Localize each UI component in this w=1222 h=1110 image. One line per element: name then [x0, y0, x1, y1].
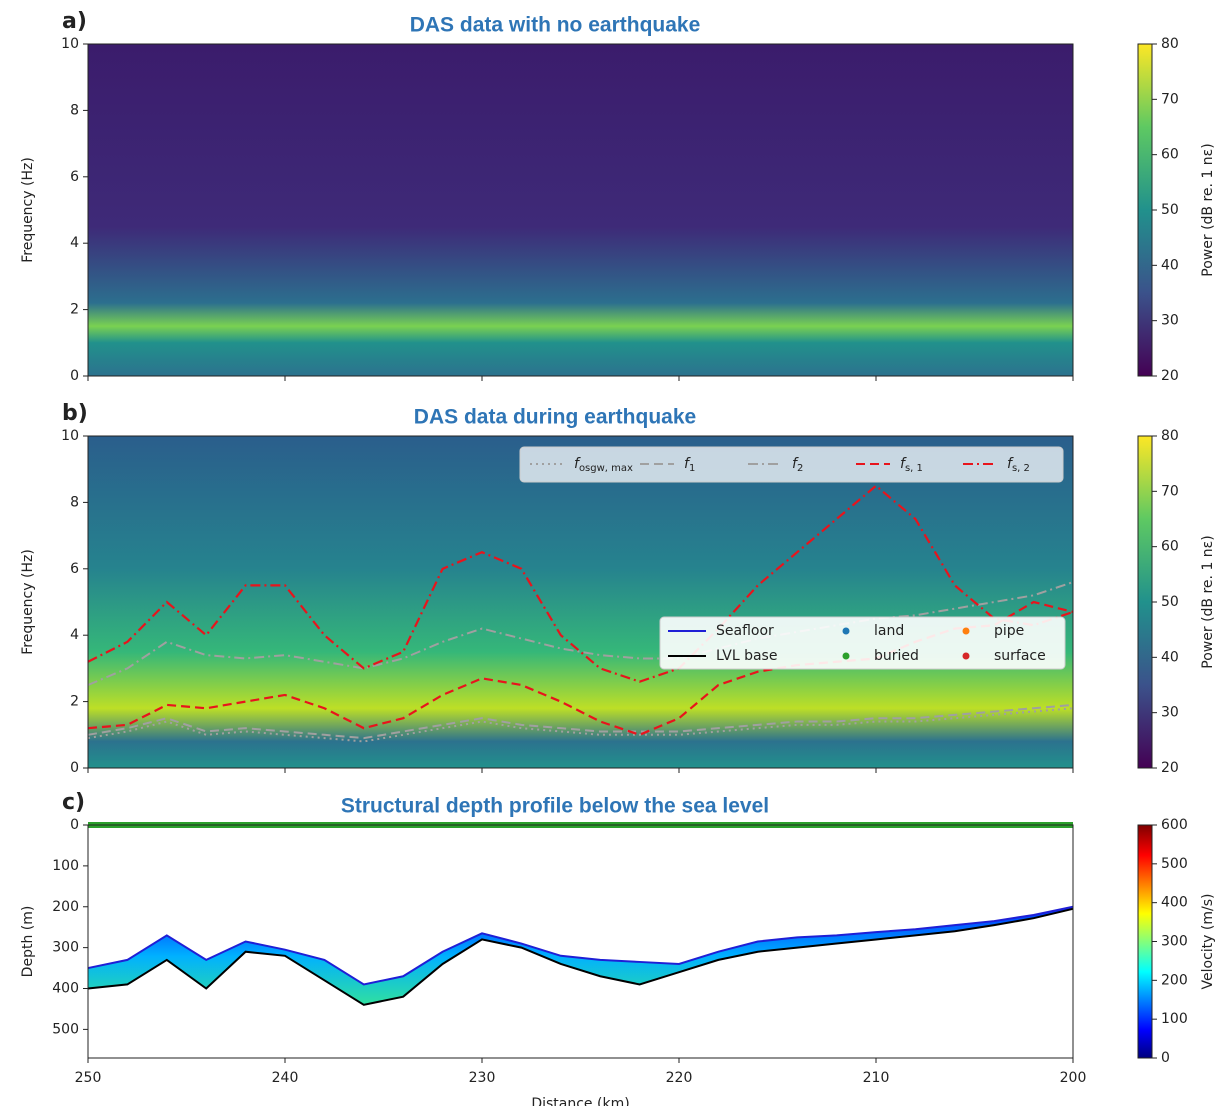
legend-label: Seafloor	[716, 623, 774, 639]
panel-label: a)	[62, 9, 87, 34]
series-line	[87, 703, 1074, 740]
legend-subscript: 1	[689, 463, 695, 474]
colorbar-tick-label: 40	[1161, 257, 1179, 273]
legend-name: f	[900, 456, 907, 472]
x-tick-label: 220	[666, 1070, 693, 1086]
spectrogram	[88, 44, 1073, 376]
colorbar-tick-label: 40	[1161, 649, 1179, 665]
colorbar-tick-label: 80	[1161, 428, 1179, 444]
y-axis-label: Depth (m)	[20, 906, 36, 978]
legend-box	[519, 446, 1064, 483]
y-tick-label: 2	[70, 694, 79, 710]
colorbar-label: Power (dB re. 1 nε)	[1200, 143, 1216, 276]
colorbar-tick-label: 20	[1161, 368, 1179, 384]
colorbar-label: Power (dB re. 1 nε)	[1200, 535, 1216, 668]
y-tick-label: 300	[52, 940, 79, 956]
colorbar-tick-label: 0	[1161, 1050, 1170, 1066]
plot-background	[88, 825, 1073, 1058]
y-tick-label: 100	[52, 858, 79, 874]
colorbar-tick-label: 20	[1161, 760, 1179, 776]
colorbar-tick-label: 200	[1161, 972, 1188, 988]
y-axis-label: Frequency (Hz)	[20, 157, 36, 263]
y-tick-label: 8	[70, 494, 79, 510]
x-tick-label: 210	[863, 1070, 890, 1086]
x-tick-label: 200	[1060, 1070, 1087, 1086]
colorbar-tick-label: 300	[1161, 934, 1188, 950]
legend-label: land	[874, 623, 904, 639]
y-tick-label: 10	[61, 36, 79, 52]
legend-subscript: s, 1	[905, 463, 923, 474]
colorbar-tick-label: 50	[1161, 594, 1179, 610]
legend-label: surface	[994, 648, 1046, 664]
legend-marker	[842, 627, 850, 635]
series-line	[87, 484, 1074, 683]
colorbar	[1137, 824, 1153, 1059]
legend-subscript: s, 2	[1012, 463, 1030, 474]
x-axis-label: Distance (km)	[531, 1096, 629, 1106]
legend-name: f	[792, 456, 799, 472]
colorbar-tick-label: 30	[1161, 705, 1179, 721]
series-line	[87, 707, 1074, 743]
colorbar-tick-label: 60	[1161, 539, 1179, 555]
legend-name: f	[1007, 456, 1014, 472]
colorbar-label: Velocity (m/s)	[1200, 894, 1216, 990]
y-tick-label: 500	[52, 1021, 79, 1037]
legend-label: fs, 1	[900, 456, 923, 474]
legend-subscript: osgw, max	[579, 463, 633, 474]
colorbar-tick-label: 500	[1161, 856, 1188, 872]
y-tick-label: 0	[70, 760, 79, 776]
series-line	[87, 907, 1074, 1006]
y-tick-label: 4	[70, 235, 79, 251]
legend-label: f1	[684, 456, 695, 474]
plot-frame	[87, 824, 1074, 1059]
y-tick-label: 10	[61, 428, 79, 444]
legend-marker	[842, 652, 850, 660]
x-tick-label: 250	[75, 1070, 102, 1086]
colorbar-tick-label: 60	[1161, 147, 1179, 163]
y-tick-label: 2	[70, 302, 79, 318]
y-tick-label: 8	[70, 102, 79, 118]
y-axis-label: Frequency (Hz)	[20, 549, 36, 655]
legend-marker	[962, 652, 970, 660]
y-tick-label: 200	[52, 899, 79, 915]
legend-name: f	[574, 456, 581, 472]
y-tick-label: 6	[70, 561, 79, 577]
legend-label: pipe	[994, 623, 1024, 639]
plot-frame	[87, 43, 1074, 377]
y-tick-label: 0	[70, 368, 79, 384]
legend-label: fs, 2	[1007, 456, 1030, 474]
plot-frame	[87, 435, 1074, 769]
legend-subscript: 2	[797, 463, 803, 474]
colorbar-tick-label: 100	[1161, 1011, 1188, 1027]
legend-label: LVL base	[716, 648, 777, 664]
y-tick-label: 0	[70, 817, 79, 833]
y-tick-label: 4	[70, 627, 79, 643]
series-line	[87, 905, 1074, 986]
chart-title: DAS data with no earthquake	[410, 14, 701, 37]
colorbar-tick-label: 70	[1161, 483, 1179, 499]
colorbar	[1137, 435, 1153, 769]
velocity-fill	[88, 906, 1073, 1005]
y-tick-label: 400	[52, 981, 79, 997]
chart-title: Structural depth profile below the sea l…	[341, 795, 769, 818]
legend-label: buried	[874, 648, 919, 664]
panel-label: b)	[62, 401, 88, 426]
colorbar-tick-label: 600	[1161, 817, 1188, 833]
legend-marker	[962, 627, 970, 635]
colorbar	[1137, 43, 1153, 377]
x-tick-label: 230	[469, 1070, 496, 1086]
colorbar-tick-label: 70	[1161, 91, 1179, 107]
x-tick-label: 240	[272, 1070, 299, 1086]
chart-title: DAS data during earthquake	[414, 406, 696, 429]
colorbar-tick-label: 80	[1161, 36, 1179, 52]
panel-label: c)	[62, 790, 85, 815]
colorbar-tick-label: 400	[1161, 895, 1188, 911]
legend-name: f	[684, 456, 691, 472]
colorbar-tick-label: 30	[1161, 313, 1179, 329]
legend-label: f2	[792, 456, 803, 474]
legend-label: fosgw, max	[574, 456, 633, 474]
colorbar-tick-label: 50	[1161, 202, 1179, 218]
y-tick-label: 6	[70, 169, 79, 185]
